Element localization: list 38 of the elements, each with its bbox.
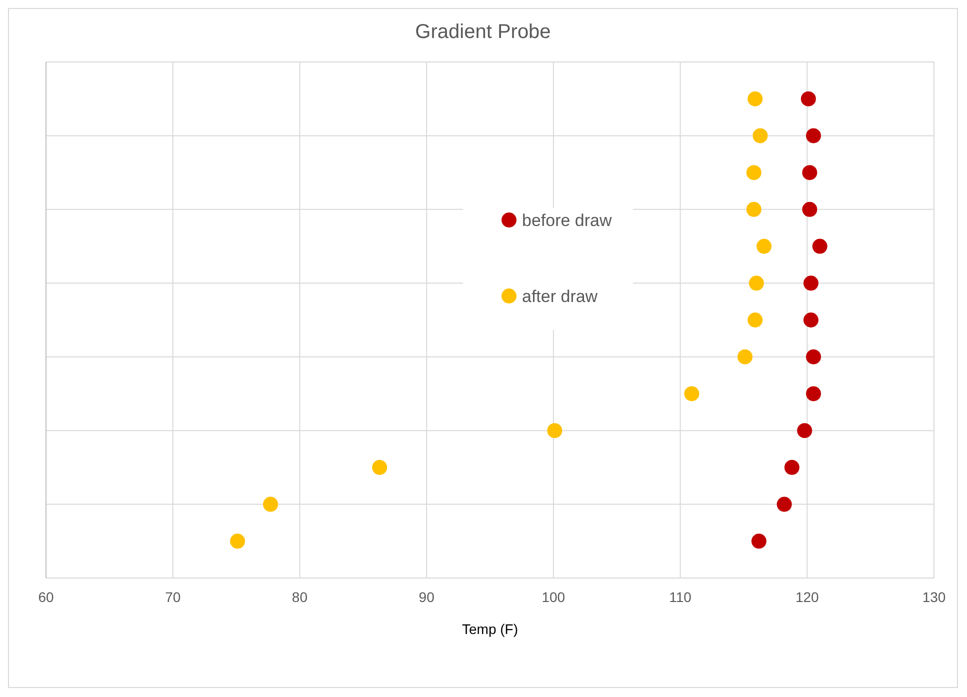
point: [803, 276, 818, 291]
point: [802, 202, 818, 217]
point: [230, 534, 246, 549]
x-tick-label: 90: [418, 589, 435, 605]
point: [797, 423, 812, 438]
x-tick-label: 110: [669, 589, 692, 605]
point: [776, 496, 792, 512]
legend-label: after draw: [522, 287, 598, 306]
point: [372, 460, 388, 475]
x-tick-label: 100: [542, 589, 566, 605]
x-tick-label: 120: [795, 589, 820, 605]
point: [746, 202, 762, 217]
point: [737, 349, 752, 364]
point: [800, 91, 816, 106]
point: [263, 496, 278, 512]
legend-label: before draw: [522, 211, 612, 230]
x-tick-label: 80: [292, 589, 308, 605]
point: [748, 312, 763, 328]
x-tick-label: 70: [165, 589, 181, 605]
x-tick-label: 60: [38, 589, 54, 605]
point: [751, 534, 766, 549]
x-axis-title: Temp (F): [462, 621, 518, 637]
point: [806, 386, 821, 402]
point: [748, 91, 763, 106]
point: [802, 165, 818, 180]
chart-title: Gradient Probe: [415, 21, 551, 43]
point: [803, 312, 818, 328]
point: [547, 423, 562, 438]
point: [748, 276, 764, 291]
point: [756, 238, 772, 254]
point: [684, 386, 700, 402]
point: [806, 349, 821, 364]
x-tick-label: 130: [922, 589, 946, 605]
point: [784, 460, 800, 475]
point: [812, 238, 828, 254]
point: [746, 165, 762, 180]
point: [806, 128, 821, 144]
point: [752, 128, 768, 144]
